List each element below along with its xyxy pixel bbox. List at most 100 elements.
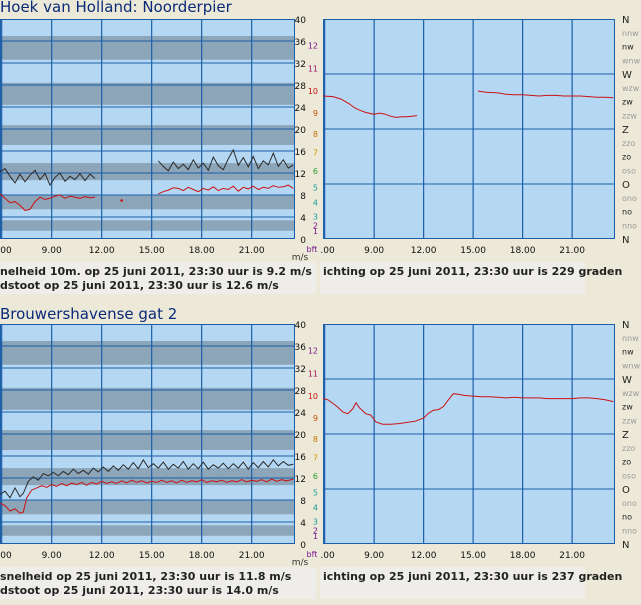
gust-line [0,167,96,187]
x-tick-label: 12.00 [89,246,115,256]
y-tick-label: 4 [300,519,306,529]
direction-label: W [622,70,632,81]
bft-label: 6 [313,167,318,176]
direction-label: no [622,208,632,217]
direction-label: wnw [622,56,641,65]
direction-line [322,393,614,425]
bft-label: 11 [308,65,318,74]
y-tick-label: 20 [295,126,307,136]
direction-label: N [622,320,629,331]
bft-label: 3 [313,212,318,221]
bft-label: 11 [308,370,318,379]
x-tick-label: 9.00 [42,551,62,561]
beaufort-band [0,500,295,515]
bft-label: 12 [308,41,318,50]
bft-label: 3 [313,517,318,526]
beaufort-band [0,82,295,105]
wind-speed-chart: 0481216202428323640m/s123456789101112bft… [0,16,318,262]
wind-gust-caption: dstoot op 25 juni 2011, 23:30 uur is 14.… [0,584,279,597]
bft-label: 8 [313,435,318,444]
bft-label: 12 [308,346,318,355]
wind-speed-chart: 0481216202428323640m/s123456789101112bft… [0,321,318,567]
direction-label: wnw [622,361,641,370]
beaufort-band [0,163,295,181]
bft-label: 8 [313,130,318,139]
x-tick-label: 6.00 [320,551,335,561]
speed-line [0,193,96,211]
direction-line [478,90,614,99]
bft-unit-label: bft [307,550,318,559]
direction-label: zo [622,458,631,467]
direction-label: nnw [622,29,639,38]
direction-label: N [622,15,629,26]
x-tick-label: 15.00 [460,246,486,256]
bft-unit-label: bft [307,245,318,254]
direction-caption-box [320,567,585,599]
wind-direction-caption: ichting op 25 juni 2011, 23:30 uur is 22… [323,265,623,278]
direction-label: wzw [622,389,640,398]
direction-label: nno [622,221,637,230]
bft-label: 7 [313,454,318,463]
y-tick-label: 12 [295,170,306,180]
y-tick-label: 28 [295,387,307,397]
beaufort-band [0,468,295,486]
y-tick-label: 24 [295,104,307,114]
direction-label: zw [622,98,633,107]
plot-border [323,324,615,544]
beaufort-band [0,387,295,410]
y-tick-label: 8 [300,497,306,507]
direction-label: N [622,540,629,551]
wind-gust-caption: dstoot op 25 juni 2011, 23:30 uur is 12.… [0,279,279,292]
y-tick-label: 40 [295,321,307,331]
beaufort-band [0,341,295,365]
speed-point [120,199,123,202]
direction-label: Z [622,430,629,441]
bft-label: 1 [313,227,318,236]
direction-label: nw [622,348,634,357]
direction-label: oso [622,166,636,175]
bft-label: 6 [313,472,318,481]
speed-caption-box [0,262,316,294]
x-tick-label: 15.00 [139,551,165,561]
x-tick-label: 12.00 [411,246,437,256]
bft-label: 2 [313,221,318,230]
x-tick-label: 15.00 [460,551,486,561]
y-tick-label: 32 [295,365,306,375]
y-unit-label: m/s [292,253,309,262]
x-tick-label: 21.00 [559,246,585,256]
beaufort-band [0,430,295,450]
plot-border [323,19,615,239]
y-tick-label: 28 [295,82,307,92]
bft-label: 1 [313,532,318,541]
x-tick-label: 9.00 [42,246,62,256]
bft-label: 9 [313,109,318,118]
direction-label: wzw [622,84,640,93]
beaufort-band [0,125,295,145]
speed-line [0,478,294,514]
x-tick-label: 6.00 [320,246,335,256]
y-tick-label: 24 [295,409,307,419]
y-tick-label: 16 [295,453,307,463]
direction-label: zzo [622,139,635,148]
direction-label: nnw [622,334,639,343]
bft-label: 10 [308,87,318,96]
direction-label: oso [622,471,636,480]
x-tick-label: 21.00 [239,551,265,561]
y-tick-label: 20 [295,431,307,441]
station-panel-1: 0 4 8 12 16 20 24 28 32 36 40 m/s 1 2 3 4 5 6 7 8 9 10 11 12 bft… [0,0,641,300]
direction-label: nw [622,43,634,52]
bft-label: 2 [313,526,318,535]
direction-line [322,95,418,118]
gust-line [157,148,294,172]
y-tick-label: 32 [295,60,306,70]
direction-label: Z [622,125,629,136]
x-tick-label: 18.00 [510,551,536,561]
y-tick-label: 36 [295,38,307,48]
direction-label: O [622,180,630,191]
plot-border [0,19,295,239]
x-tick-label: 18.00 [189,246,215,256]
y-tick-label: 12 [295,475,306,485]
bft-label: 5 [313,488,318,497]
